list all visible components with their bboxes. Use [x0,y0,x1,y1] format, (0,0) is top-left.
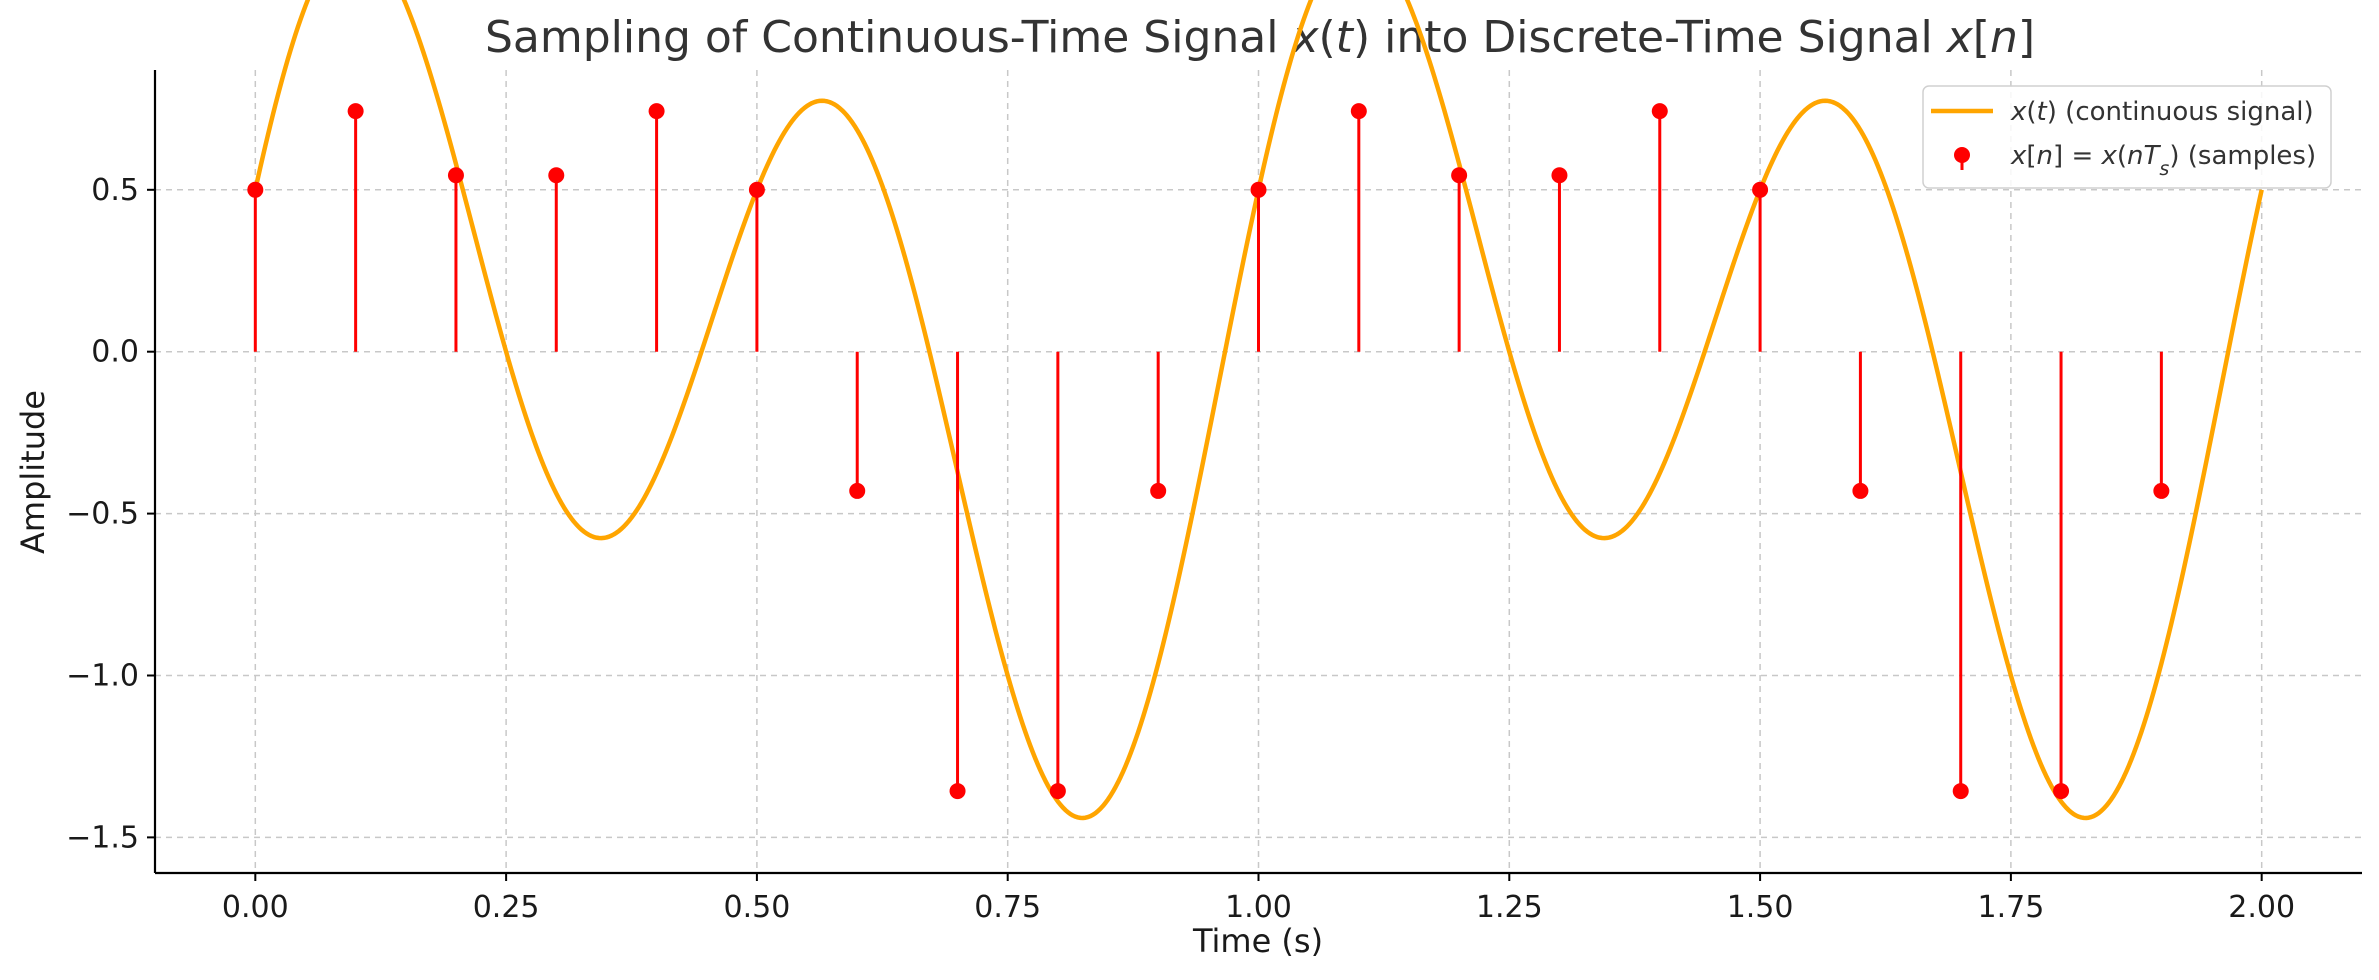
x-tick-label: 0.75 [974,890,1041,925]
sample-stems [247,103,2170,800]
legend: x(t) (continuous signal) x[n] = x(nTs) (… [1922,85,2332,189]
sample-marker [1551,167,1568,184]
legend-samples-label: x[n] = x(nTs) (samples) [2010,141,2316,180]
sample-marker [247,181,264,198]
x-tick-label: 1.25 [1476,890,1543,925]
y-ticks: 0.5 0.0 −0.5 −1.0 −1.5 [66,173,155,855]
y-tick-label: −1.5 [66,820,139,855]
x-tick-label: 2.00 [2228,890,2295,925]
sample-marker [447,167,464,184]
sample-marker [1651,103,1668,120]
x-ticks: 0.00 0.25 0.50 0.75 1.00 1.25 1.50 1.75 2.00 [222,873,2295,925]
sample-marker [1150,482,1167,499]
sample-marker [1852,482,1869,499]
sample-marker [1350,103,1367,120]
y-tick-label: −0.5 [66,497,139,532]
x-tick-label: 1.50 [1727,890,1794,925]
x-tick-label: 0.25 [473,890,540,925]
x-tick-label: 0.50 [724,890,791,925]
sample-marker [2053,783,2070,800]
sample-marker [548,167,565,184]
legend-continuous-label: x(t) (continuous signal) [2010,97,2314,127]
legend-box [1922,85,2332,189]
chart-title: Sampling of Continuous-Time Signal x(t) … [485,12,2035,63]
x-axis-label: Time (s) [1192,922,1323,960]
y-tick-label: 0.5 [91,173,139,208]
sample-marker [2153,482,2170,499]
sample-marker [748,181,765,198]
grid [155,70,2362,873]
x-tick-label: 1.75 [1977,890,2044,925]
sample-marker [1250,181,1267,198]
sample-marker [1752,181,1769,198]
legend-sample-marker-swatch [1954,147,1970,163]
y-axis-label: Amplitude [14,390,52,554]
sample-marker [1049,783,1066,800]
x-tick-label: 1.00 [1225,890,1292,925]
sample-marker [949,783,966,800]
sample-marker [347,103,364,120]
y-tick-label: 0.0 [91,335,139,370]
x-tick-label: 0.00 [222,890,289,925]
sample-marker [648,103,665,120]
sample-marker [849,482,866,499]
y-tick-label: −1.0 [66,658,139,693]
sample-marker [1451,167,1468,184]
sample-marker [1952,783,1969,800]
